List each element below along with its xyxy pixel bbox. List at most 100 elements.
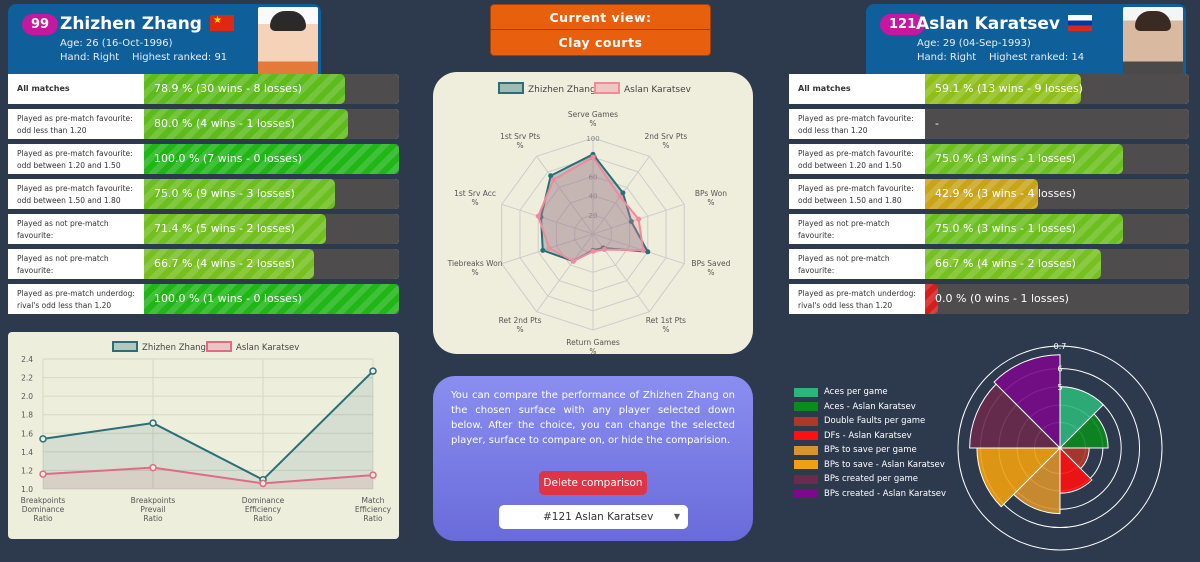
radar-series — [537, 155, 645, 263]
polar-segment — [976, 447, 1062, 508]
stat-label-line2: rival's odd less than 1.20 — [798, 301, 893, 310]
stat-label: Played as pre-match favourite: odd betwee… — [8, 144, 144, 174]
cn-flag-icon — [209, 15, 234, 31]
y-tick-label: 1.0 — [21, 485, 33, 494]
stat-row: All matches 59.1 % (13 wins - 9 losses) — [789, 74, 1189, 104]
stat-row: Played as pre-match favourite: odd less t… — [789, 109, 1189, 139]
stat-row: All matches 78.9 % (30 wins - 8 losses) — [8, 74, 399, 104]
stat-label-line1: All matches — [17, 84, 70, 93]
radar-point — [551, 177, 557, 183]
stat-bar: 42.9 % (3 wins - 4 losses) — [925, 179, 1189, 209]
stat-label-line1: Played as pre-match underdog: — [17, 289, 135, 298]
player-age: Age: 29 (04-Sep-1993) — [917, 38, 1031, 49]
player-hand-rank: Hand: Right Highest ranked: 91 — [60, 52, 228, 63]
stat-label: Played as not pre-match favourite: rival'… — [789, 214, 925, 244]
stat-bar: 66.7 % (4 wins - 2 losses) — [925, 249, 1189, 279]
stat-value: 75.0 % (3 wins - 1 losses) — [935, 152, 1076, 165]
radar-point — [601, 247, 607, 253]
radar-spoke — [592, 233, 685, 265]
stat-value: 78.9 % (30 wins - 8 losses) — [154, 82, 302, 95]
stat-row: Played as pre-match underdog: rival's odd… — [789, 284, 1189, 314]
y-tick-label: 1.8 — [21, 411, 33, 420]
radar-point — [590, 248, 596, 254]
polar-tick: 0.7 — [1054, 342, 1067, 351]
stat-label: All matches — [8, 74, 144, 104]
stat-label-line1: Played as pre-match underdog: — [798, 289, 916, 298]
stat-bar: 71.4 % (5 wins - 2 losses) — [144, 214, 399, 244]
stat-value: - — [935, 117, 939, 130]
line-series — [42, 370, 374, 481]
line-point — [39, 435, 47, 443]
polar-tick: 6 — [1057, 364, 1062, 373]
x-tick-label: Dominance Efficiency Ratio — [242, 496, 285, 523]
legend-label: Double Faults per game — [824, 416, 926, 427]
stat-label: Played as pre-match underdog: rival's odd… — [8, 284, 144, 314]
polar-legend-item[interactable]: Double Faults per game — [794, 414, 946, 429]
polar-legend-item[interactable]: BPs to save - Aslan Karatsev — [794, 458, 946, 473]
stat-bar: 75.0 % (9 wins - 3 losses) — [144, 179, 399, 209]
delete-comparison-button[interactable]: Delete comparison — [539, 471, 647, 495]
y-tick-label: 1.4 — [21, 448, 33, 457]
stat-row: Played as pre-match favourite: odd less t… — [8, 109, 399, 139]
stat-row: Played as pre-match favourite: odd betwee… — [789, 179, 1189, 209]
player-hand-rank: Hand: Right Highest ranked: 14 — [917, 52, 1085, 63]
stat-value: 66.7 % (4 wins - 2 losses) — [935, 257, 1076, 270]
stat-label-line2: rival's odd between 1.50 and 1.80 — [17, 242, 144, 244]
legend-label: BPs to save per game — [824, 445, 917, 456]
y-tick-label: 2.2 — [21, 374, 33, 383]
y-tick-label: 1.2 — [21, 466, 33, 475]
current-view-button[interactable]: Current view: — [490, 4, 711, 31]
polar-legend-item[interactable]: Aces per game — [794, 385, 946, 400]
stat-bar-fill — [144, 144, 399, 174]
stat-value: 59.1 % (13 wins - 9 losses) — [935, 82, 1083, 95]
polar-legend-item[interactable]: BPs created - Aslan Karatsev — [794, 487, 946, 502]
radar-point — [645, 249, 651, 255]
polar-grid — [957, 345, 1163, 551]
stat-value: 66.7 % (4 wins - 2 losses) — [154, 257, 295, 270]
polar-legend-item[interactable]: Aces - Aslan Karatsev — [794, 400, 946, 415]
radar-tick: 60 — [589, 173, 598, 181]
stat-bar-fill — [925, 249, 1102, 279]
line-point — [149, 463, 157, 472]
line-point — [149, 419, 157, 427]
stat-row: Played as not pre-match favourite: rival'… — [789, 249, 1189, 279]
stat-bar-fill — [144, 109, 348, 139]
stat-label: Played as pre-match favourite: odd less t… — [789, 109, 925, 139]
stat-bar-fill — [925, 179, 1039, 209]
ru-flag-icon — [1067, 15, 1092, 31]
player-photo — [1123, 7, 1183, 75]
stat-label: All matches — [789, 74, 925, 104]
stat-label-line1: Played as not pre-match favourite: — [798, 219, 890, 240]
player-select[interactable]: #121 Aslan Karatsev ▼ — [499, 505, 688, 529]
stat-label-line2: odd between 1.20 and 1.50 — [798, 161, 902, 170]
radar-point — [620, 190, 626, 196]
stat-bar-fill — [144, 74, 346, 104]
polar-legend-item[interactable]: BPs to save per game — [794, 443, 946, 458]
stat-label-line1: Played as pre-match favourite: — [798, 184, 914, 193]
polar-segment — [969, 383, 1062, 449]
stat-value: 42.9 % (3 wins - 4 losses) — [935, 187, 1076, 200]
player-age: Age: 26 (16-Oct-1996) — [60, 38, 173, 49]
radar-point — [590, 154, 596, 160]
polar-legend-item[interactable]: DFs - Aslan Karatsev — [794, 429, 946, 444]
stat-row: Played as pre-match favourite: odd betwee… — [8, 179, 399, 209]
surface-button[interactable]: Clay courts — [490, 29, 711, 56]
radar-tick: 40 — [589, 193, 598, 201]
radar-point — [617, 194, 623, 200]
radar-axis-label: Serve Games% — [568, 110, 618, 128]
legend-swatch — [794, 416, 818, 426]
stat-bar: 66.7 % (4 wins - 2 losses) — [144, 249, 399, 279]
polar-legend-item[interactable]: BPs created per game — [794, 472, 946, 487]
stat-label-line2: rival's odd between 1.20 and 1.50 — [798, 277, 925, 279]
legend-swatch — [794, 445, 818, 455]
radar-spoke — [536, 156, 594, 235]
legend-swatch — [794, 474, 818, 484]
stat-label-line2: rival's odd between 1.50 and 1.80 — [798, 242, 925, 244]
radar-axis-label: 2nd Srv Pts% — [645, 132, 688, 150]
x-tick-label: Breakpoints Dominance Ratio — [21, 496, 66, 523]
stat-bar: 100.0 % (7 wins - 0 losses) — [144, 144, 399, 174]
radar-point — [636, 216, 642, 222]
line-point — [369, 367, 377, 375]
info-text: You can compare the performance of Zhizh… — [451, 390, 735, 446]
